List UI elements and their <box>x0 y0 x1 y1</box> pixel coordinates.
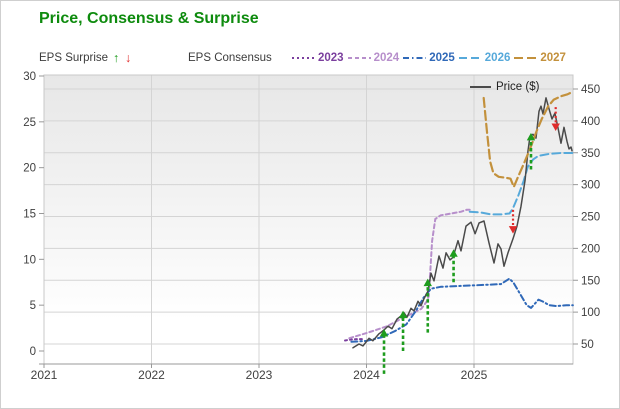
chart-legend: EPS Surprise ↑ ↓ EPS Consensus 2023 2024 2… <box>1 51 619 68</box>
legend-dash-swatch-icon <box>347 57 371 59</box>
eps-surprise-down-arrow-head <box>551 123 560 131</box>
legend-year-label: 2027 <box>540 52 566 64</box>
legend-year-label: 2023 <box>318 52 344 64</box>
eps-surprise-up-arrow-head <box>423 278 432 287</box>
legend-year-label: 2025 <box>429 52 455 64</box>
series-line-2027 <box>482 90 575 188</box>
legend-year-item-2027: 2027 <box>514 52 566 64</box>
price-line-swatch-icon <box>470 86 491 88</box>
x-axis-tick-label: 2025 <box>461 368 488 382</box>
chart-title: Price, Consensus & Surprise <box>39 10 259 27</box>
legend-year-item-2023: 2023 <box>292 52 344 64</box>
price-legend-label: Price ($) <box>496 81 540 93</box>
legend-year-label: 2024 <box>373 52 400 64</box>
legend-year-label: 2026 <box>484 52 511 64</box>
eps-axis-tick-label: 15 <box>23 209 36 221</box>
eps-surprise-up-arrow-head <box>379 329 389 337</box>
eps-axis-tick-label: 10 <box>23 254 36 266</box>
price-axis-tick-label: 100 <box>581 307 600 319</box>
series-line-2023 <box>344 338 366 342</box>
price-axis-tick-label: 200 <box>581 243 600 255</box>
eps-axis-tick-label: 25 <box>23 117 36 129</box>
price-axis-tick-label: 450 <box>581 84 600 96</box>
eps-surprise-up-arrow-head <box>526 132 536 141</box>
eps-axis-tick-label: 0 <box>30 346 36 358</box>
eps-axis-tick-label: 5 <box>30 300 36 312</box>
eps-surprise-down-arrow-head <box>508 226 518 234</box>
series-line-2026 <box>468 152 574 216</box>
eps-axis-tick-label: 30 <box>23 71 36 83</box>
eps-surprise-up-arrow-head <box>398 310 408 319</box>
legend-year-item-2026: 2026 <box>458 52 511 64</box>
price-axis-tick-label: 400 <box>581 116 600 128</box>
consensus-year-legend: 2023 2024 2025 2026 2027 <box>292 52 566 64</box>
legend-dash-swatch-icon <box>458 57 482 59</box>
price-axis-tick-label: 350 <box>581 148 600 160</box>
plot-layer: 0510152025305010015020025030035040045020… <box>23 71 600 382</box>
price-axis-tick-label: 250 <box>581 212 600 224</box>
legend-dash-swatch-icon <box>403 57 427 59</box>
x-axis-tick-label: 2024 <box>353 368 380 382</box>
surprise-down-arrow-icon: ↓ <box>125 51 132 65</box>
legend-year-item-2024: 2024 <box>347 52 400 64</box>
eps-consensus-legend-label: EPS Consensus <box>188 52 272 64</box>
legend-year-item-2025: 2025 <box>403 52 455 64</box>
price-axis-tick-label: 50 <box>581 339 594 351</box>
eps-axis-tick-label: 20 <box>23 163 36 175</box>
price-legend: Price ($) <box>470 81 539 93</box>
price-axis-tick-label: 150 <box>581 275 600 287</box>
surprise-up-arrow-icon: ↑ <box>113 51 120 65</box>
price-axis-tick-label: 300 <box>581 180 600 192</box>
legend-dash-swatch-icon <box>292 57 315 59</box>
eps-surprise-up-arrow-head <box>449 249 458 257</box>
x-axis-tick-label: 2023 <box>246 368 273 382</box>
legend-dash-swatch-icon <box>514 57 538 59</box>
plot-background <box>44 75 573 364</box>
eps-surprise-legend-label: EPS Surprise <box>39 52 109 64</box>
x-axis-tick-label: 2021 <box>31 368 58 382</box>
x-axis-tick-label: 2022 <box>138 368 165 382</box>
